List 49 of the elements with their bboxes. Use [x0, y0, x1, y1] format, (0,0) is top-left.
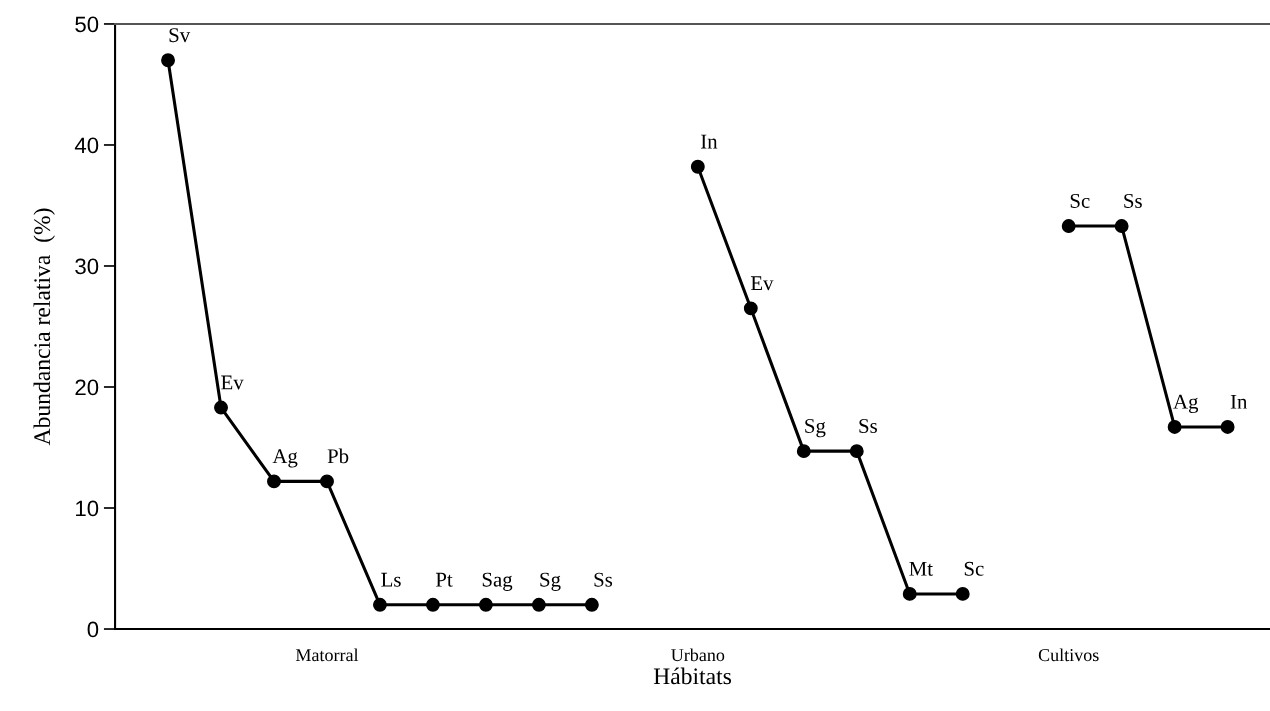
y-tick-label: 0 — [87, 621, 99, 638]
data-label: In — [1230, 394, 1248, 409]
y-tick-label: 50 — [75, 16, 99, 33]
y-tick-label: 20 — [75, 379, 99, 396]
point — [584, 597, 599, 612]
point — [1114, 219, 1129, 233]
data-label: Sc — [1070, 193, 1090, 208]
data-label: Mt — [909, 561, 933, 576]
data-label: Sc — [964, 561, 984, 576]
point — [955, 586, 970, 601]
point — [531, 597, 546, 612]
y-tick-label: 30 — [75, 258, 99, 275]
data-label: Ag — [1173, 394, 1199, 414]
point — [690, 159, 705, 174]
data-label: Sag — [482, 572, 513, 591]
point — [373, 597, 387, 612]
data-label: Ss — [859, 419, 877, 434]
point — [902, 586, 917, 601]
data-label: Sg — [805, 418, 826, 438]
point — [1061, 219, 1076, 233]
y-tick-label: 40 — [74, 137, 99, 154]
data-label: Ag — [272, 449, 298, 468]
data-label: Sg — [540, 572, 561, 591]
x-tick-label: Urbano — [671, 648, 725, 662]
data-label: Pb — [327, 448, 349, 464]
point — [1167, 419, 1182, 434]
x-tick-label: Matorral — [295, 648, 359, 662]
data-label: Ev — [750, 276, 774, 291]
x-axis-title: Hábitats — [653, 667, 732, 685]
point — [796, 444, 811, 459]
data-label: Sv — [169, 28, 191, 43]
point — [214, 400, 228, 415]
point — [161, 53, 175, 68]
y-tick-label: 10 — [76, 500, 99, 517]
point — [320, 474, 334, 489]
data-label: Ls — [381, 572, 401, 587]
x-tick-label: Cultivos — [1038, 648, 1099, 662]
point — [743, 301, 758, 316]
point — [849, 444, 864, 459]
data-label: In — [701, 134, 718, 149]
point — [478, 597, 493, 612]
y-axis-title: Abundancia relativa (%) — [33, 208, 55, 446]
data-label: Pt — [435, 572, 453, 587]
data-label: Ev — [221, 375, 244, 390]
point — [1220, 419, 1235, 434]
point — [425, 597, 440, 612]
data-label: Ss — [1124, 193, 1142, 208]
point — [267, 474, 281, 489]
data-label: Ss — [594, 572, 613, 587]
